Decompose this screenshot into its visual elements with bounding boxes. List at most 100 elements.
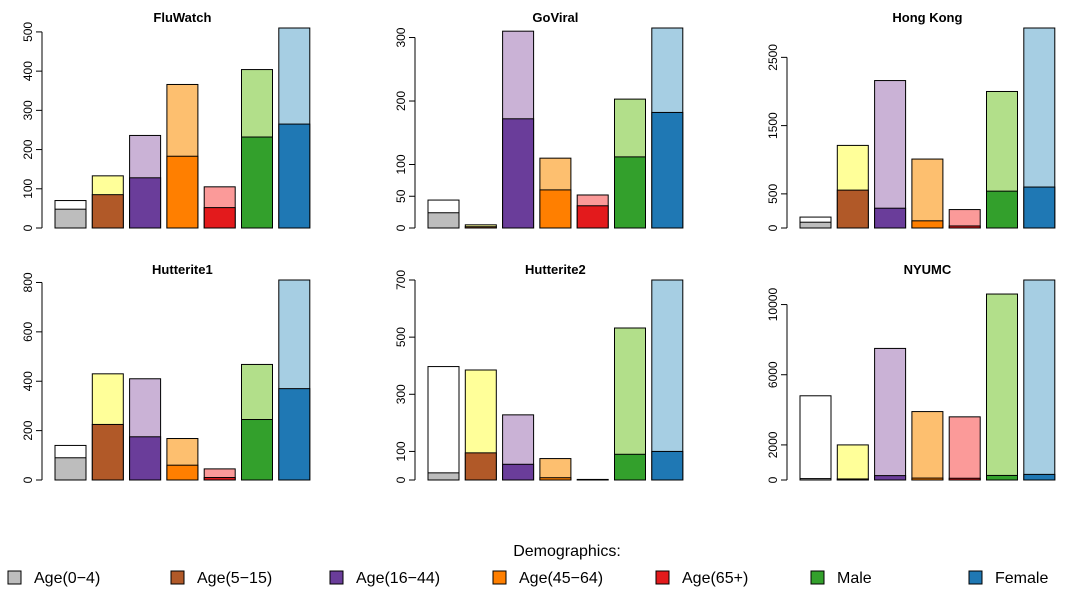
chart-legend: Demographics: Age(0−4) Age(5−15) Age(16−44… [7, 543, 1048, 587]
y-tick-label: 0 [766, 224, 780, 231]
bar-positive [651, 111, 684, 229]
bar-positive [576, 205, 609, 229]
bar-total [948, 416, 981, 481]
bar-positive [464, 452, 497, 481]
bar-total [874, 347, 907, 481]
panel-title: FluWatch [153, 10, 211, 25]
bar-positive [986, 190, 1018, 229]
y-tick-label: 400 [21, 371, 35, 391]
legend-label: Male [837, 570, 872, 587]
bar-positive [1023, 473, 1056, 481]
y-tick-label: 0 [766, 476, 780, 483]
y-tick-label: 100 [21, 178, 35, 198]
bar-positive [836, 478, 869, 481]
bar-positive [948, 477, 981, 481]
bar-positive [874, 207, 907, 229]
legend-swatch [492, 570, 507, 585]
legend-item: Age(45−64) [492, 570, 603, 587]
panel-hutterite1: Hutterite1 0 200 400 600 800 [21, 262, 311, 483]
y-tick-label: 10000 [766, 288, 780, 322]
y-tick-label: 200 [21, 420, 35, 440]
bar-total [427, 366, 460, 481]
bar-total [874, 80, 907, 229]
y-tick-label: 100 [394, 441, 408, 461]
bar-positive [203, 207, 236, 229]
bar-positive [54, 208, 87, 229]
panel-title: GoViral [532, 10, 578, 25]
y-tick-label: 300 [21, 100, 35, 120]
y-tick-label: 800 [21, 272, 35, 292]
bar-positive [614, 156, 646, 229]
bar-positive [241, 419, 273, 481]
y-tick-label: 200 [21, 139, 35, 159]
bar-positive [241, 136, 273, 229]
legend-item: Female [968, 570, 1048, 587]
bar-positive [948, 225, 981, 229]
bar-positive [799, 478, 832, 481]
panel-fluwatch: FluWatch 0 100 200 300 400 500 [21, 10, 311, 231]
bar-positive [539, 477, 572, 481]
legend-item: Age(65+) [655, 570, 748, 587]
y-tick-label: 2500 [766, 44, 780, 71]
legend-label: Age(45−64) [519, 570, 603, 587]
y-tick-label: 100 [394, 154, 408, 174]
bar-total [836, 444, 869, 481]
panel-title: NYUMC [904, 262, 952, 277]
legend-swatch [7, 570, 22, 585]
panel-hong-kong: Hong Kong 0 500 1500 2500 [766, 10, 1056, 231]
bar-positive [427, 472, 460, 481]
bar-positive [911, 220, 944, 229]
bar-total [539, 458, 572, 481]
legend-item: Age(0−4) [7, 570, 100, 587]
y-tick-label: 300 [394, 384, 408, 404]
legend-swatch [170, 570, 185, 585]
legend-label: Age(65+) [682, 570, 748, 587]
panel-hutterite2: Hutterite2 0 100 300 500 700 [394, 262, 684, 483]
bar-positive [54, 457, 87, 481]
legend-label: Age(5−15) [197, 570, 272, 587]
bar-positive [502, 463, 535, 481]
panel-title: Hutterite1 [152, 262, 213, 277]
bar-positive [502, 118, 535, 229]
legend-swatch [655, 570, 670, 585]
panel-nyumc: NYUMC 0 2000 6000 10000 [766, 262, 1056, 483]
bar-total [948, 209, 981, 229]
y-tick-label: 6000 [766, 361, 780, 388]
bar-positive [799, 221, 832, 229]
y-tick-label: 500 [766, 184, 780, 204]
panel-title: Hong Kong [892, 10, 962, 25]
bar-positive [166, 155, 199, 229]
y-tick-label: 300 [394, 27, 408, 47]
bar-positive [874, 475, 907, 481]
legend-item: Age(16−44) [329, 570, 440, 587]
bar-total [911, 411, 944, 481]
chart-panels: FluWatch 0 100 200 300 400 500 GoViral 0 50 100 200… [21, 10, 1056, 483]
y-tick-label: 0 [21, 224, 35, 231]
bar-total [1023, 279, 1056, 481]
bar-total [911, 158, 944, 229]
bar-positive [1023, 186, 1056, 229]
bar-positive [166, 464, 199, 481]
legend-swatch [810, 570, 825, 585]
panel-title: Hutterite2 [525, 262, 586, 277]
bar-positive [651, 450, 684, 481]
bar-positive [614, 453, 646, 481]
legend-swatch [329, 570, 344, 585]
bar-total [576, 478, 609, 481]
y-tick-label: 600 [21, 322, 35, 342]
y-tick-label: 700 [394, 270, 408, 290]
bar-positive [464, 226, 497, 229]
bar-total [651, 279, 684, 481]
bar-positive [278, 388, 311, 481]
bar-total [799, 395, 832, 481]
y-tick-label: 500 [394, 327, 408, 347]
bar-total [986, 293, 1018, 481]
legend-item: Age(5−15) [170, 570, 272, 587]
y-tick-label: 200 [394, 91, 408, 111]
y-tick-label: 0 [21, 476, 35, 483]
y-tick-label: 400 [21, 61, 35, 81]
bar-positive [91, 194, 124, 229]
legend-label: Age(16−44) [356, 570, 440, 587]
bar-positive [278, 123, 311, 229]
